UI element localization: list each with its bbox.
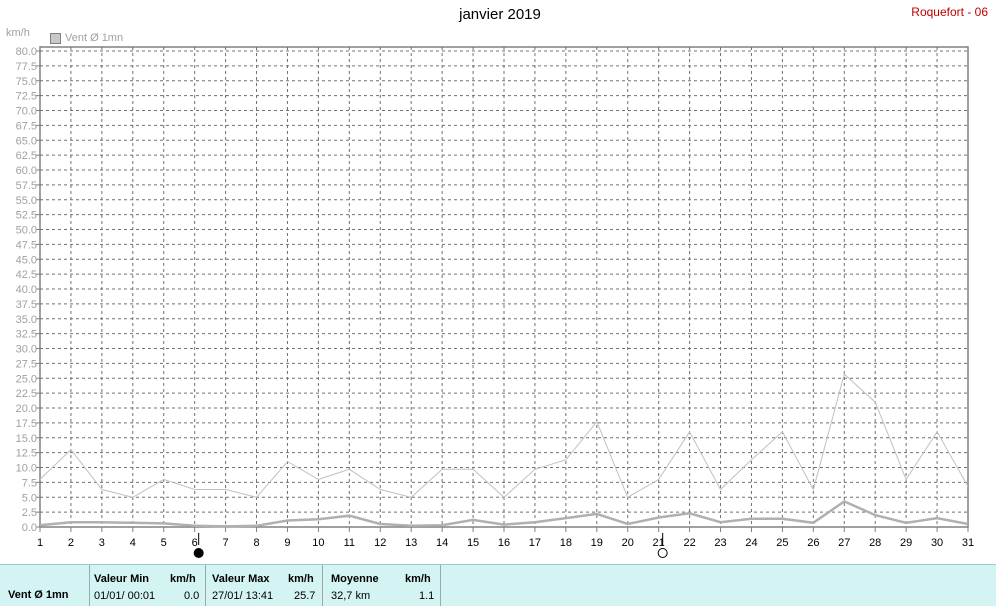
y-tick-label: 52.5 — [16, 210, 37, 222]
y-tick-label: 20.0 — [16, 403, 37, 415]
y-tick-label: 60.0 — [16, 165, 37, 177]
y-tick-label: 70.0 — [16, 106, 37, 118]
x-tick-label: 31 — [962, 537, 974, 549]
x-tick-label: 24 — [745, 537, 757, 549]
x-tick-label: 7 — [223, 537, 229, 549]
y-tick-label: 27.5 — [16, 358, 37, 370]
x-tick-label: 15 — [467, 537, 479, 549]
x-tick-label: 19 — [591, 537, 603, 549]
y-tick-label: 2.5 — [22, 507, 37, 519]
y-tick-label: 50.0 — [16, 225, 37, 237]
stats-min-date: 01/01/ 00:01 — [94, 590, 156, 602]
y-tick-label: 55.0 — [16, 195, 37, 207]
series-line-max — [39, 373, 969, 499]
x-tick-label: 21 — [653, 537, 665, 549]
x-tick-label: 11 — [344, 537, 355, 549]
y-tick-label: 77.5 — [16, 61, 37, 73]
x-tick-label: 22 — [683, 537, 695, 549]
y-tick-label: 22.5 — [16, 388, 37, 400]
y-tick-label: 17.5 — [16, 418, 37, 430]
x-tick-label: 1 — [37, 537, 43, 549]
series-line-avg — [39, 499, 969, 528]
x-tick-label: 10 — [312, 537, 324, 549]
y-tick-label: 32.5 — [16, 329, 37, 341]
y-tick-label: 35.0 — [16, 314, 37, 326]
moon-new-icon — [193, 548, 204, 558]
stats-mean-unit: km/h — [405, 573, 431, 585]
station-name: Roquefort - 06 — [911, 5, 988, 19]
stats-mean-value: 1.1 — [419, 590, 435, 602]
stats-mean-header: Moyenne — [331, 573, 379, 585]
legend-swatch — [50, 32, 61, 44]
stats-max-value: 25.7 — [294, 590, 316, 602]
moon-full-icon — [657, 548, 668, 558]
x-tick-label: 27 — [838, 537, 850, 549]
y-tick-label: 15.0 — [16, 433, 37, 445]
x-tick-label: 30 — [931, 537, 943, 549]
y-tick-label: 57.5 — [16, 180, 37, 192]
y-tick-label: 80.0 — [16, 46, 37, 58]
y-axis-unit: km/h — [6, 27, 30, 39]
stats-mean-cell: Moyenne km/h 32,7 km 1.1 — [322, 565, 441, 606]
stats-series-label: Vent Ø 1mn — [8, 589, 69, 601]
y-tick-label: 62.5 — [16, 150, 37, 162]
y-tick-label: 0.0 — [22, 522, 37, 534]
x-tick-label: 9 — [284, 537, 290, 549]
x-tick-label: 13 — [405, 537, 417, 549]
stats-min-unit: km/h — [170, 573, 196, 585]
x-tick-label: 12 — [374, 537, 386, 549]
stats-divider — [440, 565, 441, 606]
x-tick-label: 4 — [130, 537, 136, 549]
x-tick-label: 5 — [161, 537, 167, 549]
y-tick-label: 37.5 — [16, 299, 37, 311]
x-tick-label: 3 — [99, 537, 105, 549]
y-tick-label: 47.5 — [16, 239, 37, 251]
wind-chart: 0.0 2.5 5.0 7.5 10.0 12.5 15.0 17.5 20.0 22.5 25.0… — [16, 46, 974, 558]
x-tick-label: 23 — [714, 537, 726, 549]
y-tick-label: 72.5 — [16, 91, 37, 103]
stats-min-value: 0.0 — [184, 590, 200, 602]
stats-min-header: Valeur Min — [94, 573, 150, 585]
y-tick-label: 42.5 — [16, 269, 37, 281]
y-tick-label: 12.5 — [16, 448, 37, 460]
x-tick-label: 14 — [436, 537, 448, 549]
x-tick-label: 17 — [529, 537, 541, 549]
stats-max-date: 27/01/ 13:41 — [212, 590, 274, 602]
y-tick-label: 30.0 — [16, 344, 37, 356]
y-tick-label: 65.0 — [16, 135, 37, 147]
x-tick-label: 25 — [776, 537, 788, 549]
chart-title: janvier 2019 — [459, 6, 541, 23]
x-tick-label: 16 — [498, 537, 510, 549]
stats-min-cell: Valeur Min km/h 01/01/ 00:01 0.0 — [89, 565, 206, 606]
legend[interactable]: Vent Ø 1mn — [50, 32, 123, 44]
stats-max-header: Valeur Max — [212, 573, 270, 585]
y-tick-label: 45.0 — [16, 254, 37, 266]
y-tick-label: 40.0 — [16, 284, 37, 296]
y-tick-label: 67.5 — [16, 120, 37, 132]
stats-max-cell: Valeur Max km/h 27/01/ 13:41 25.7 — [205, 565, 323, 606]
stats-mean-distance: 32,7 km — [331, 590, 371, 602]
y-tick-label: 10.0 — [16, 463, 37, 475]
x-tick-label: 29 — [900, 537, 912, 549]
x-tick-label: 18 — [560, 537, 572, 549]
x-tick-label: 2 — [68, 537, 74, 549]
x-tick-label: 28 — [869, 537, 881, 549]
stats-panel: Vent Ø 1mn Valeur Min km/h 01/01/ 00:01 … — [0, 564, 996, 606]
y-tick-label: 75.0 — [16, 76, 37, 88]
x-tick-label: 20 — [622, 537, 634, 549]
legend-label: Vent Ø 1mn — [65, 32, 124, 44]
x-tick-label: 26 — [807, 537, 819, 549]
x-tick-label: 8 — [253, 537, 259, 549]
y-tick-label: 5.0 — [22, 492, 37, 504]
y-tick-label: 7.5 — [22, 477, 37, 489]
y-tick-label: 25.0 — [16, 373, 37, 385]
x-tick-label: 6 — [192, 537, 198, 549]
stats-max-unit: km/h — [288, 573, 314, 585]
